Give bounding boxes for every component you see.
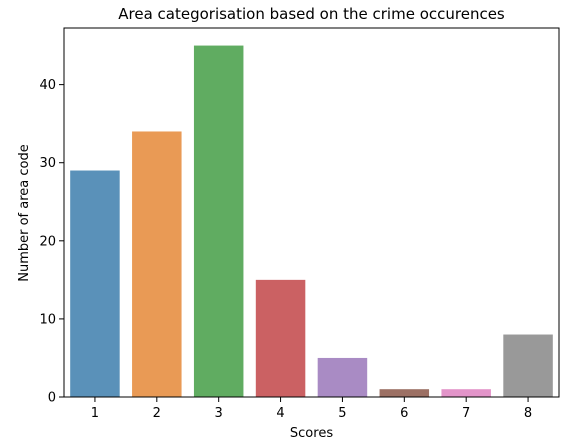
- x-tick-label: 5: [338, 406, 346, 421]
- bar-4: [255, 279, 306, 397]
- y-tick-label: 10: [39, 312, 56, 327]
- x-tick-label: 7: [462, 406, 470, 421]
- x-tick-label: 1: [91, 406, 99, 421]
- chart-title: Area categorisation based on the crime o…: [118, 5, 505, 23]
- x-tick-label: 2: [153, 406, 161, 421]
- bar-7: [441, 389, 491, 397]
- y-tick-label: 20: [39, 234, 56, 249]
- bar-8: [503, 334, 553, 397]
- bar-6: [379, 389, 430, 397]
- x-axis-label: Scores: [290, 426, 333, 441]
- plot-area: 0 10 20 30 40 1 2 3 4 5 6 7 8: [39, 27, 560, 421]
- plot-frame: [63, 27, 560, 398]
- bar-5: [317, 357, 368, 397]
- y-axis-label: Number of area code: [17, 144, 32, 282]
- bar-1: [70, 170, 120, 397]
- y-tick-label: 0: [48, 391, 56, 406]
- x-tick-label: 8: [524, 406, 532, 421]
- x-tick-label: 4: [276, 406, 284, 421]
- bar-3: [193, 45, 244, 397]
- y-tick-label: 30: [39, 156, 56, 171]
- bar-2: [132, 131, 182, 398]
- x-tick-label: 6: [400, 406, 408, 421]
- y-tick-label: 40: [39, 78, 56, 93]
- x-tick-label: 3: [215, 406, 223, 421]
